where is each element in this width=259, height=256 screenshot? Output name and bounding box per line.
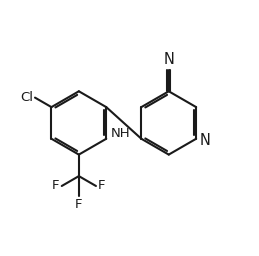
Text: F: F <box>98 179 105 193</box>
Text: Cl: Cl <box>20 91 33 104</box>
Text: F: F <box>75 198 83 211</box>
Text: NH: NH <box>111 127 131 140</box>
Text: N: N <box>163 52 174 67</box>
Text: N: N <box>199 133 210 147</box>
Text: F: F <box>52 179 60 193</box>
